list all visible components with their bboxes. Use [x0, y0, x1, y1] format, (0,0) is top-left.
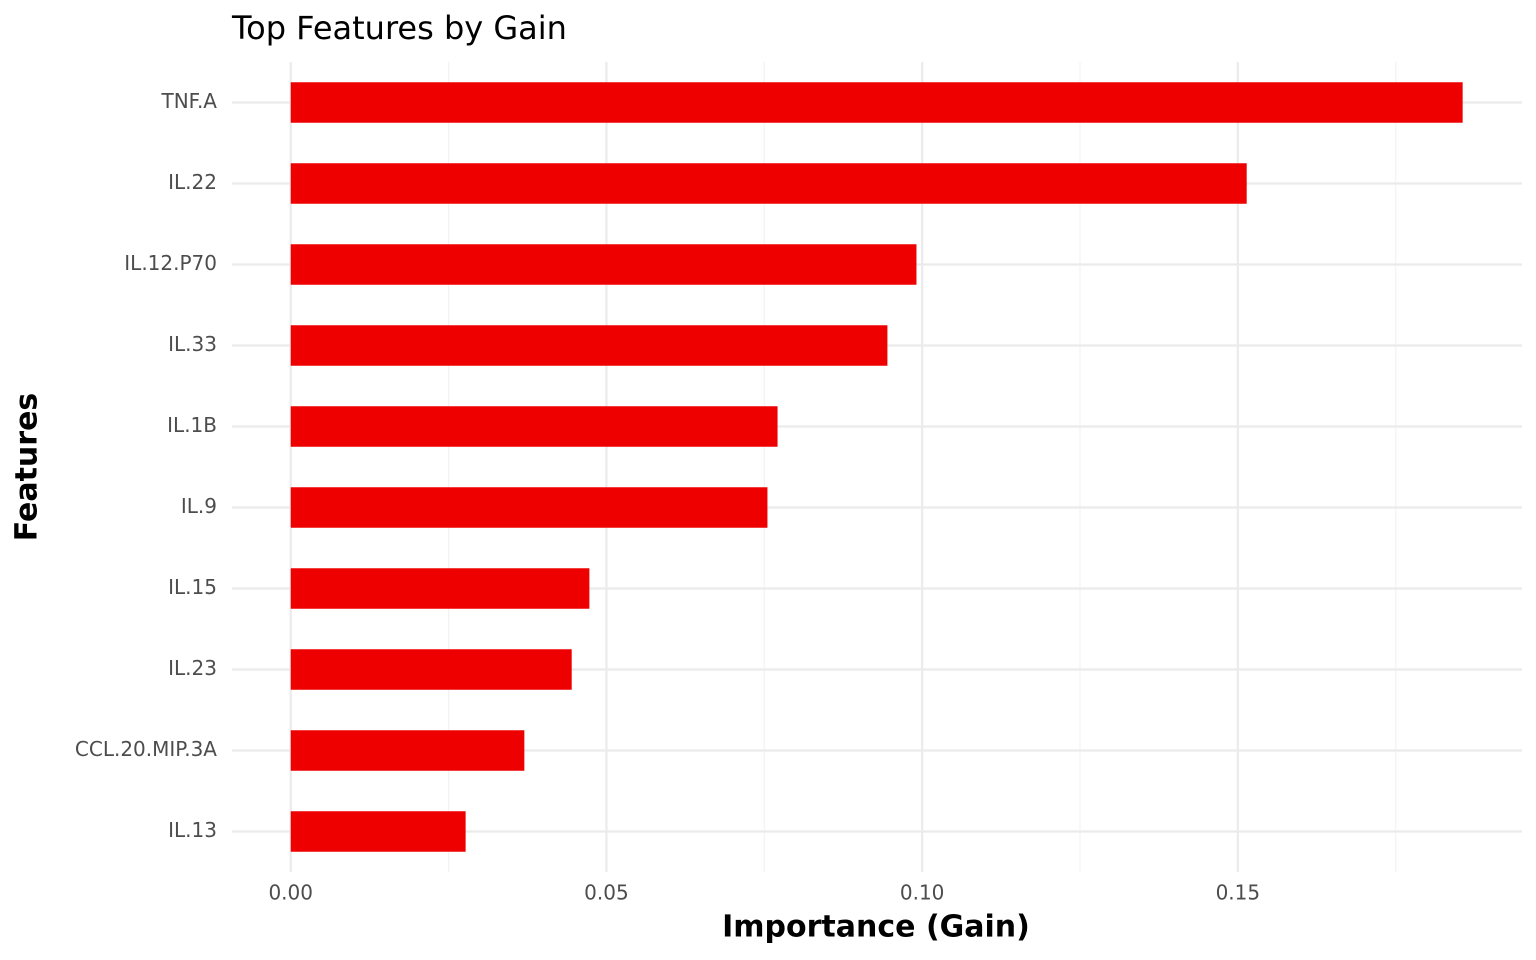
y-tick-label: IL.9 [181, 494, 217, 518]
y-tick-label: IL.13 [168, 818, 217, 842]
bar [290, 811, 466, 852]
y-tick-label: IL.33 [168, 332, 217, 356]
y-tick-label: TNF.A [160, 89, 217, 113]
y-tick-label: CCL.20.MIP.3A [75, 737, 217, 761]
bar [290, 82, 1463, 123]
bar [290, 730, 525, 771]
y-tick-label: IL.15 [168, 575, 217, 599]
bar [290, 406, 778, 447]
x-tick-label: 0.15 [1216, 881, 1261, 905]
y-tick-label: IL.22 [168, 170, 217, 194]
y-axis-title: Features [10, 393, 45, 542]
bar [290, 244, 917, 285]
y-tick-label: IL.23 [168, 656, 217, 680]
bar [290, 487, 768, 528]
bar [290, 163, 1247, 204]
bar [290, 325, 888, 366]
x-tick-label: 0.00 [268, 881, 313, 905]
x-axis-title: Importance (Gain) [722, 910, 1030, 945]
y-tick-label: IL.1B [167, 413, 217, 437]
y-tick-label: IL.12.P70 [124, 251, 217, 275]
bar [290, 649, 572, 690]
bar [290, 568, 590, 609]
x-tick-label: 0.10 [900, 881, 945, 905]
chart-title: Top Features by Gain [231, 9, 567, 47]
x-tick-label: 0.05 [584, 881, 629, 905]
